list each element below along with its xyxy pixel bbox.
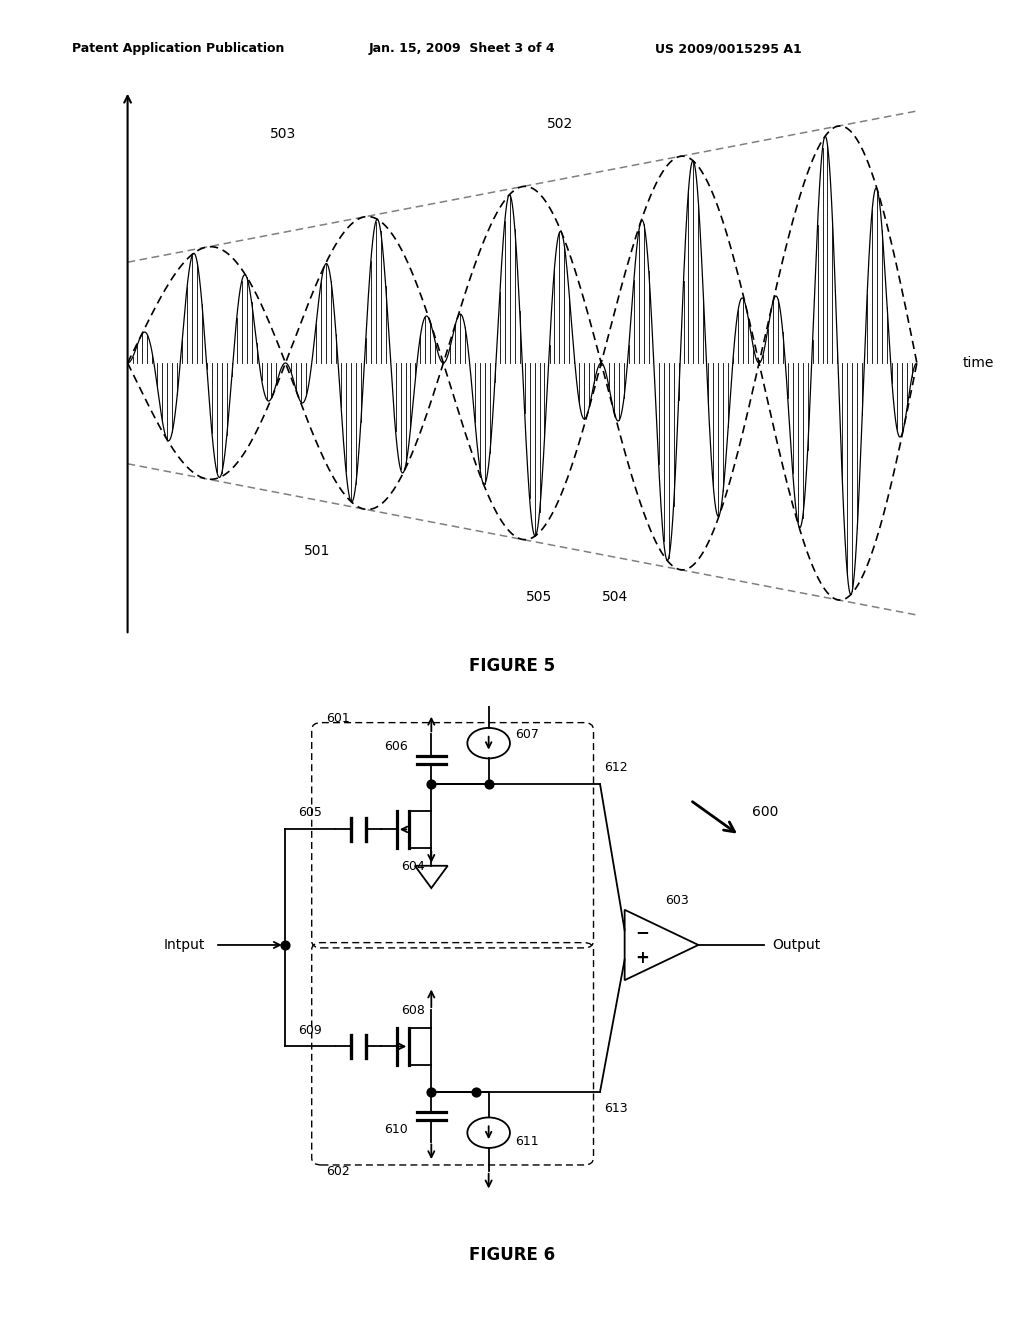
Text: 602: 602	[326, 1166, 349, 1177]
Text: time: time	[963, 356, 994, 370]
Text: 604: 604	[401, 859, 425, 873]
Point	[423, 774, 439, 795]
Text: 601: 601	[326, 711, 349, 725]
Text: 609: 609	[298, 1023, 322, 1036]
Text: 613: 613	[604, 1102, 628, 1115]
Point	[423, 1081, 439, 1102]
Text: Patent Application Publication: Patent Application Publication	[72, 42, 284, 55]
Text: Output: Output	[772, 939, 820, 952]
Text: 605: 605	[298, 807, 322, 820]
Text: FIGURE 6: FIGURE 6	[469, 1246, 555, 1265]
Text: 608: 608	[401, 1005, 425, 1018]
Text: −: −	[635, 923, 649, 941]
Text: 505: 505	[526, 590, 552, 603]
Text: US 2009/0015295 A1: US 2009/0015295 A1	[655, 42, 802, 55]
Text: FIGURE 5: FIGURE 5	[469, 657, 555, 676]
Point	[276, 935, 293, 956]
Text: 503: 503	[270, 127, 297, 141]
Text: 612: 612	[604, 760, 628, 774]
Text: 606: 606	[385, 739, 409, 752]
Point	[468, 1081, 484, 1102]
Text: +: +	[635, 949, 649, 966]
Point	[480, 774, 497, 795]
Text: 603: 603	[666, 895, 689, 907]
Text: 600: 600	[752, 805, 778, 818]
Text: 610: 610	[385, 1123, 409, 1137]
Text: Intput: Intput	[164, 939, 205, 952]
Text: 501: 501	[304, 544, 331, 558]
Text: 607: 607	[515, 727, 539, 741]
Text: 502: 502	[548, 117, 573, 131]
Text: 504: 504	[601, 590, 628, 603]
Text: Jan. 15, 2009  Sheet 3 of 4: Jan. 15, 2009 Sheet 3 of 4	[369, 42, 555, 55]
Text: 611: 611	[515, 1135, 539, 1148]
